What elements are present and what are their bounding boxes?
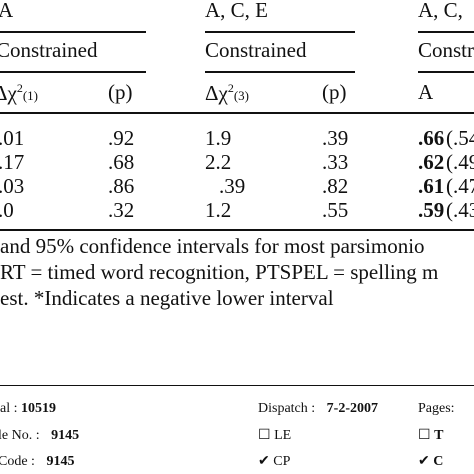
value: 9145	[46, 454, 75, 469]
column-header: Δχ2(3)	[205, 81, 249, 105]
group: A	[0, 0, 14, 22]
cell: 1.2	[205, 198, 232, 222]
check: ✔ CP	[258, 455, 290, 469]
cell: .55	[322, 198, 349, 222]
caption-line: RT = timed word recognition, PTSPEL = sp…	[0, 260, 439, 284]
column-header: (p)	[322, 80, 347, 104]
cell: .86	[108, 174, 135, 198]
label: Code :	[0, 454, 35, 469]
value: 10519	[21, 401, 56, 416]
value: 9145	[51, 428, 80, 443]
rule	[205, 31, 355, 33]
check: ☐ LE	[258, 429, 291, 443]
group: A, C, E	[205, 0, 268, 22]
field: Code : 9145	[0, 455, 74, 469]
col-sub: (1)	[22, 88, 38, 103]
cell: .0	[0, 198, 14, 222]
cell: .39	[322, 126, 349, 150]
group: A, C,	[418, 0, 463, 22]
col: Δχ	[205, 81, 228, 105]
rule	[0, 229, 474, 231]
rule	[0, 112, 474, 114]
label: C	[433, 454, 444, 469]
cell: .68	[108, 150, 135, 174]
label: le No. :	[0, 428, 40, 443]
label: LE	[274, 428, 292, 443]
subgroup: Constr	[418, 38, 474, 62]
field: le No. : 9145	[0, 429, 79, 443]
column-header: (p)	[108, 80, 133, 104]
label: T	[434, 428, 444, 443]
subgroup: Constrained	[0, 38, 98, 62]
cell: (.49	[446, 150, 474, 174]
col-sub: (3)	[233, 88, 249, 103]
check: ✔ C	[418, 455, 443, 469]
cell: .92	[108, 126, 135, 150]
cell: .39	[219, 174, 246, 198]
label: al :	[0, 401, 18, 416]
column-header: Δχ2(1)	[0, 82, 38, 104]
column-header: A	[418, 80, 434, 104]
rule	[418, 71, 474, 73]
check: ☐ T	[418, 429, 443, 443]
cell: .61	[418, 174, 445, 198]
cell: .01	[0, 126, 25, 150]
caption-line: and 95% confidence intervals for most pa…	[0, 234, 425, 258]
cell: .32	[108, 198, 135, 222]
rule	[418, 31, 474, 33]
subgroup: Constrained	[205, 38, 307, 62]
cell: .82	[322, 174, 349, 198]
cell: .03	[0, 174, 25, 198]
cell: .17	[0, 150, 25, 174]
rule	[0, 71, 146, 73]
cell: 1.9	[205, 126, 232, 150]
cell: .66	[418, 126, 445, 150]
checkbox: ✔	[258, 454, 270, 469]
rule	[0, 385, 474, 386]
col: Δχ	[0, 81, 17, 105]
rule	[0, 31, 146, 33]
checkbox: ☐	[258, 428, 271, 443]
field: Dispatch : 7-2-2007	[258, 402, 378, 416]
cell: (.47	[446, 174, 474, 198]
field: al : 10519	[0, 402, 56, 416]
caption-line: est. *Indicates a negative lower interva…	[0, 286, 334, 310]
cell: .59	[418, 198, 445, 222]
checkbox: ✔	[418, 454, 430, 469]
cell: (.54	[446, 126, 474, 150]
cell: 2.2	[205, 150, 232, 174]
label: Dispatch :	[258, 401, 316, 416]
checkbox: ☐	[418, 428, 431, 443]
label: CP	[273, 454, 291, 469]
field: Pages:	[418, 401, 455, 416]
cell: (.43	[446, 198, 474, 222]
rule	[205, 71, 355, 73]
cell: .62	[418, 150, 445, 174]
value: 7-2-2007	[326, 401, 378, 416]
cell: .33	[322, 150, 349, 174]
